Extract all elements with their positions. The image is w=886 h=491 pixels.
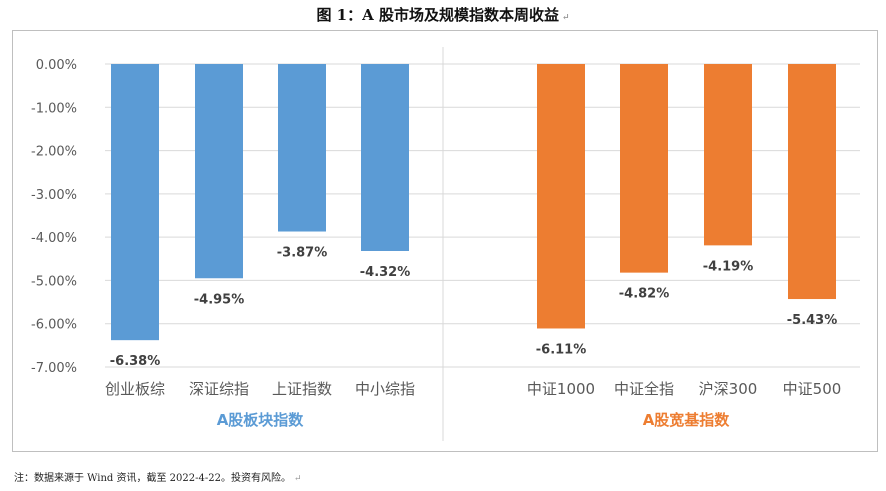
y-tick-label: -4.00% [31, 231, 77, 246]
source-note-text: 注：数据来源于 Wind 资讯，截至 2022-4-22。投资有风险。 [14, 473, 291, 484]
bar-chart: 0.00% -1.00% -2.00% -3.00% -4.00% -5.00% -6.00… [31, 47, 860, 441]
source-note: 注：数据来源于 Wind 资讯，截至 2022-4-22。投资有风险。 ↵ [14, 469, 302, 484]
group-label: A股宽基指数 [643, 411, 731, 429]
bar [537, 64, 585, 329]
bar [704, 64, 752, 246]
x-tick-label: 中小综指 [355, 380, 415, 398]
bar [111, 64, 159, 341]
x-tick-label: 上证指数 [272, 380, 332, 398]
data-label: -6.38% [110, 354, 161, 369]
paragraph-mark-icon: ↵ [293, 474, 302, 484]
y-tick-label: -5.00% [31, 274, 77, 289]
bar [278, 64, 326, 232]
chart-frame: 0.00% -1.00% -2.00% -3.00% -4.00% -5.00% -6.00… [12, 30, 878, 452]
data-label: -4.82% [619, 287, 670, 302]
bar [788, 64, 836, 300]
y-tick-label: 0.00% [36, 58, 77, 73]
x-tick-label: 中证500 [783, 380, 842, 398]
bar [195, 64, 243, 279]
x-tick-label: 深证综指 [189, 380, 249, 398]
paragraph-mark-icon: ↵ [561, 13, 570, 23]
data-label: -4.95% [194, 292, 245, 307]
y-tick-label: -2.00% [31, 145, 77, 160]
x-tick-label: 沪深300 [699, 380, 758, 398]
data-label: -5.43% [787, 313, 838, 328]
y-tick-label: -3.00% [31, 188, 77, 203]
data-label: -4.32% [360, 265, 411, 280]
bar [361, 64, 409, 251]
data-label: -3.87% [277, 246, 328, 261]
x-tick-label: 创业板综 [105, 380, 165, 398]
x-tick-label: 中证1000 [527, 380, 595, 398]
figure-title-text: 图 1：A 股市场及规模指数本周收益 [316, 6, 559, 24]
data-label: -6.11% [536, 342, 587, 357]
bar [620, 64, 668, 273]
x-tick-label: 中证全指 [614, 380, 674, 398]
y-tick-label: -7.00% [31, 361, 77, 376]
figure-title: 图 1：A 股市场及规模指数本周收益 ↵ [0, 4, 886, 25]
data-label: -4.19% [703, 259, 754, 274]
group-label: A股板块指数 [217, 411, 305, 429]
y-tick-label: -6.00% [31, 318, 77, 333]
y-tick-label: -1.00% [31, 101, 77, 116]
